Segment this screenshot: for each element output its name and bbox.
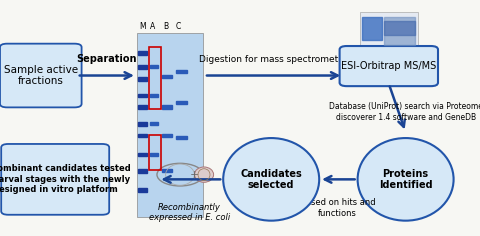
FancyBboxPatch shape xyxy=(0,44,82,107)
Bar xyxy=(150,153,158,156)
Text: Recombinantly
expressed in E. coli: Recombinantly expressed in E. coli xyxy=(149,203,230,222)
Bar xyxy=(176,70,187,73)
Bar xyxy=(138,134,147,137)
Bar xyxy=(150,94,158,97)
Text: Sample active
fractions: Sample active fractions xyxy=(4,65,78,86)
Text: Separation: Separation xyxy=(76,54,137,64)
Text: Candidates
selected: Candidates selected xyxy=(240,169,302,190)
FancyBboxPatch shape xyxy=(1,144,109,215)
FancyBboxPatch shape xyxy=(340,46,438,86)
Text: ESI-Orbitrap MS/MS: ESI-Orbitrap MS/MS xyxy=(341,61,436,71)
Text: Proteins
Identified: Proteins Identified xyxy=(379,169,432,190)
Bar xyxy=(162,105,172,109)
Bar xyxy=(138,105,147,109)
Bar xyxy=(138,65,147,69)
Bar xyxy=(162,75,172,78)
Ellipse shape xyxy=(223,138,319,221)
FancyBboxPatch shape xyxy=(137,33,203,217)
Text: A: A xyxy=(150,22,155,31)
Text: C: C xyxy=(176,22,181,31)
Bar xyxy=(138,77,147,81)
Text: Recombinant candidates tested
on larval stages with the newly
designed in vitro : Recombinant candidates tested on larval … xyxy=(0,164,131,194)
Bar xyxy=(138,188,147,192)
Bar xyxy=(150,122,158,125)
Text: Digestion for mass spectrometry: Digestion for mass spectrometry xyxy=(199,55,348,64)
Ellipse shape xyxy=(358,138,454,221)
Bar xyxy=(149,47,161,109)
Bar xyxy=(138,51,147,55)
Bar xyxy=(176,101,187,104)
Text: Based on hits and
functions: Based on hits and functions xyxy=(300,198,375,218)
Text: Database (UniProt) search via Proteome
discoverer 1.4 software and GeneDB: Database (UniProt) search via Proteome d… xyxy=(329,102,480,122)
Text: M: M xyxy=(139,22,145,31)
Bar xyxy=(162,134,172,137)
Text: B: B xyxy=(163,22,168,31)
Bar xyxy=(150,65,158,68)
Bar xyxy=(162,169,172,172)
Bar xyxy=(176,136,187,139)
FancyBboxPatch shape xyxy=(360,12,418,50)
Bar xyxy=(138,169,147,173)
Bar xyxy=(138,153,147,156)
Bar xyxy=(138,122,147,126)
Text: +: + xyxy=(190,170,199,180)
Bar xyxy=(384,17,415,45)
Bar xyxy=(138,94,147,97)
Bar xyxy=(384,21,415,35)
Bar xyxy=(149,135,161,170)
Ellipse shape xyxy=(194,167,214,182)
Bar xyxy=(362,17,382,40)
